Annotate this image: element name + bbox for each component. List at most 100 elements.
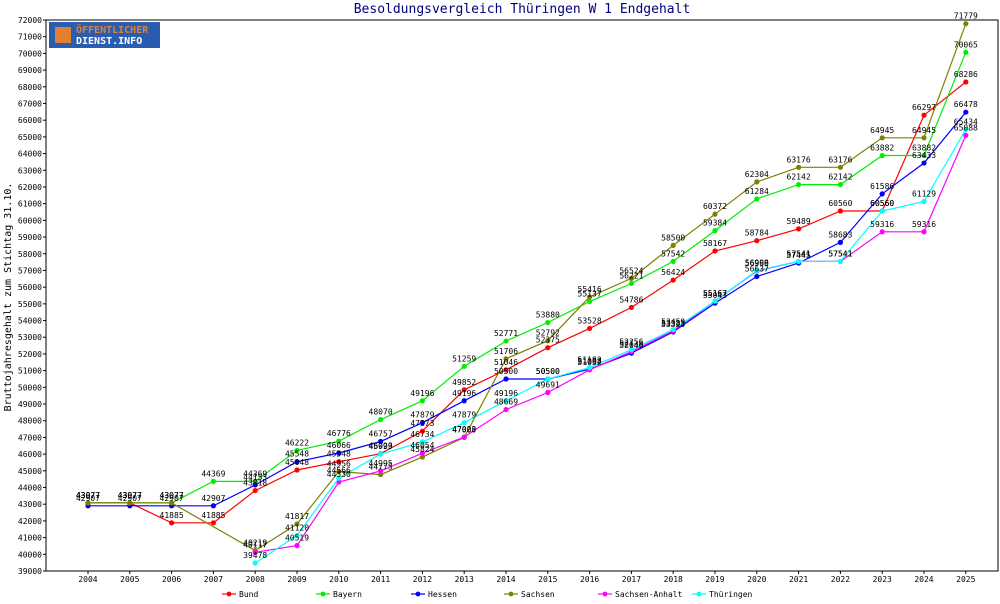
data-label: 51088 xyxy=(578,357,602,366)
data-label: 44330 xyxy=(327,470,351,479)
data-point xyxy=(252,549,258,555)
series-line xyxy=(254,129,967,564)
data-label: 61129 xyxy=(912,190,936,199)
data-point xyxy=(837,181,844,188)
data-label: 44956 xyxy=(327,460,351,469)
y-tick-label: 47000 xyxy=(18,433,42,442)
data-label: 41817 xyxy=(285,512,309,521)
legend-label: Bayern xyxy=(333,590,362,599)
data-point xyxy=(461,363,467,369)
legend-label: Hessen xyxy=(428,590,457,599)
y-tick-label: 59000 xyxy=(18,233,42,242)
data-point xyxy=(503,406,509,413)
data-label: 58167 xyxy=(703,239,727,248)
data-label: 58683 xyxy=(828,230,852,239)
data-point xyxy=(545,389,551,396)
legend-marker xyxy=(415,591,421,597)
data-label: 43818 xyxy=(243,479,267,488)
data-label: 45048 xyxy=(285,458,309,467)
data-point xyxy=(921,160,927,166)
y-tick-label: 40000 xyxy=(18,550,42,559)
data-point xyxy=(545,338,551,344)
series-line xyxy=(255,135,967,553)
y-tick-label: 45000 xyxy=(18,467,42,476)
data-point xyxy=(628,280,635,287)
data-label: 46776 xyxy=(327,429,351,438)
data-label: 43077 xyxy=(118,491,142,500)
data-label: 57445 xyxy=(787,251,811,260)
data-point xyxy=(587,298,593,305)
data-label: 52375 xyxy=(536,336,560,345)
y-tick-label: 51000 xyxy=(18,367,42,376)
data-label: 63433 xyxy=(912,151,936,160)
legend-label: Sachsen-Anhalt xyxy=(615,590,683,599)
x-tick-label: 2008 xyxy=(246,575,265,584)
data-label: 60560 xyxy=(870,199,894,208)
legend-marker xyxy=(696,591,702,597)
data-label: 47879 xyxy=(452,411,476,420)
legend-label: Bund xyxy=(239,590,258,599)
data-point xyxy=(419,439,425,445)
data-label: 50500 xyxy=(494,367,518,376)
data-label: 55167 xyxy=(703,289,727,298)
data-label: 56424 xyxy=(661,268,685,277)
y-tick-label: 72000 xyxy=(18,16,42,25)
y-tick-label: 42000 xyxy=(18,517,42,526)
data-point xyxy=(169,500,175,506)
data-point xyxy=(921,198,927,205)
data-label: 56969 xyxy=(745,259,769,268)
data-label: 48669 xyxy=(494,398,518,407)
data-label: 53459 xyxy=(661,318,685,327)
data-label: 47879 xyxy=(410,411,434,420)
data-point xyxy=(796,226,802,232)
data-label: 47023 xyxy=(452,425,476,434)
data-label: 39478 xyxy=(243,551,267,560)
data-point xyxy=(210,478,216,484)
data-label: 51182 xyxy=(578,356,602,365)
data-label: 64945 xyxy=(870,126,894,135)
data-label: 46023 xyxy=(369,442,393,451)
data-point xyxy=(419,454,425,460)
data-label: 55416 xyxy=(578,285,602,294)
y-tick-label: 60000 xyxy=(18,216,42,225)
data-point xyxy=(879,208,885,214)
y-tick-label: 49000 xyxy=(18,400,42,409)
data-point xyxy=(963,79,969,85)
data-point xyxy=(879,152,885,159)
data-label: 52771 xyxy=(494,329,518,338)
data-label: 47373 xyxy=(410,419,434,428)
data-point xyxy=(378,468,384,474)
y-axis-label: Bruttojahresgehalt zum Stichtag 31.10. xyxy=(3,183,14,412)
data-label: 65088 xyxy=(954,123,978,132)
data-point xyxy=(837,258,844,265)
y-tick-label: 44000 xyxy=(18,484,42,493)
data-point xyxy=(587,325,593,332)
data-label: 49196 xyxy=(494,389,518,398)
data-point xyxy=(796,181,802,188)
data-point xyxy=(754,196,760,202)
legend-label: Thüringen xyxy=(709,590,753,599)
data-point xyxy=(378,416,384,423)
series-layer xyxy=(85,21,969,566)
data-label: 62142 xyxy=(828,173,852,182)
logo-mark-icon xyxy=(55,27,71,43)
data-label: 53323 xyxy=(661,320,685,329)
x-tick-label: 2006 xyxy=(162,575,181,584)
y-tick-label: 63000 xyxy=(18,166,42,175)
data-label: 57542 xyxy=(661,249,685,258)
data-point xyxy=(85,500,91,506)
data-point xyxy=(378,438,384,445)
data-point xyxy=(252,560,258,566)
data-point xyxy=(670,326,676,333)
data-point xyxy=(879,229,885,235)
data-point xyxy=(294,467,300,473)
data-point xyxy=(503,376,509,382)
data-point xyxy=(545,376,551,382)
y-tick-label: 64000 xyxy=(18,150,42,159)
y-tick-label: 62000 xyxy=(18,183,42,192)
data-label: 45548 xyxy=(285,450,309,459)
data-label: 56221 xyxy=(619,271,643,280)
data-point xyxy=(963,127,969,133)
